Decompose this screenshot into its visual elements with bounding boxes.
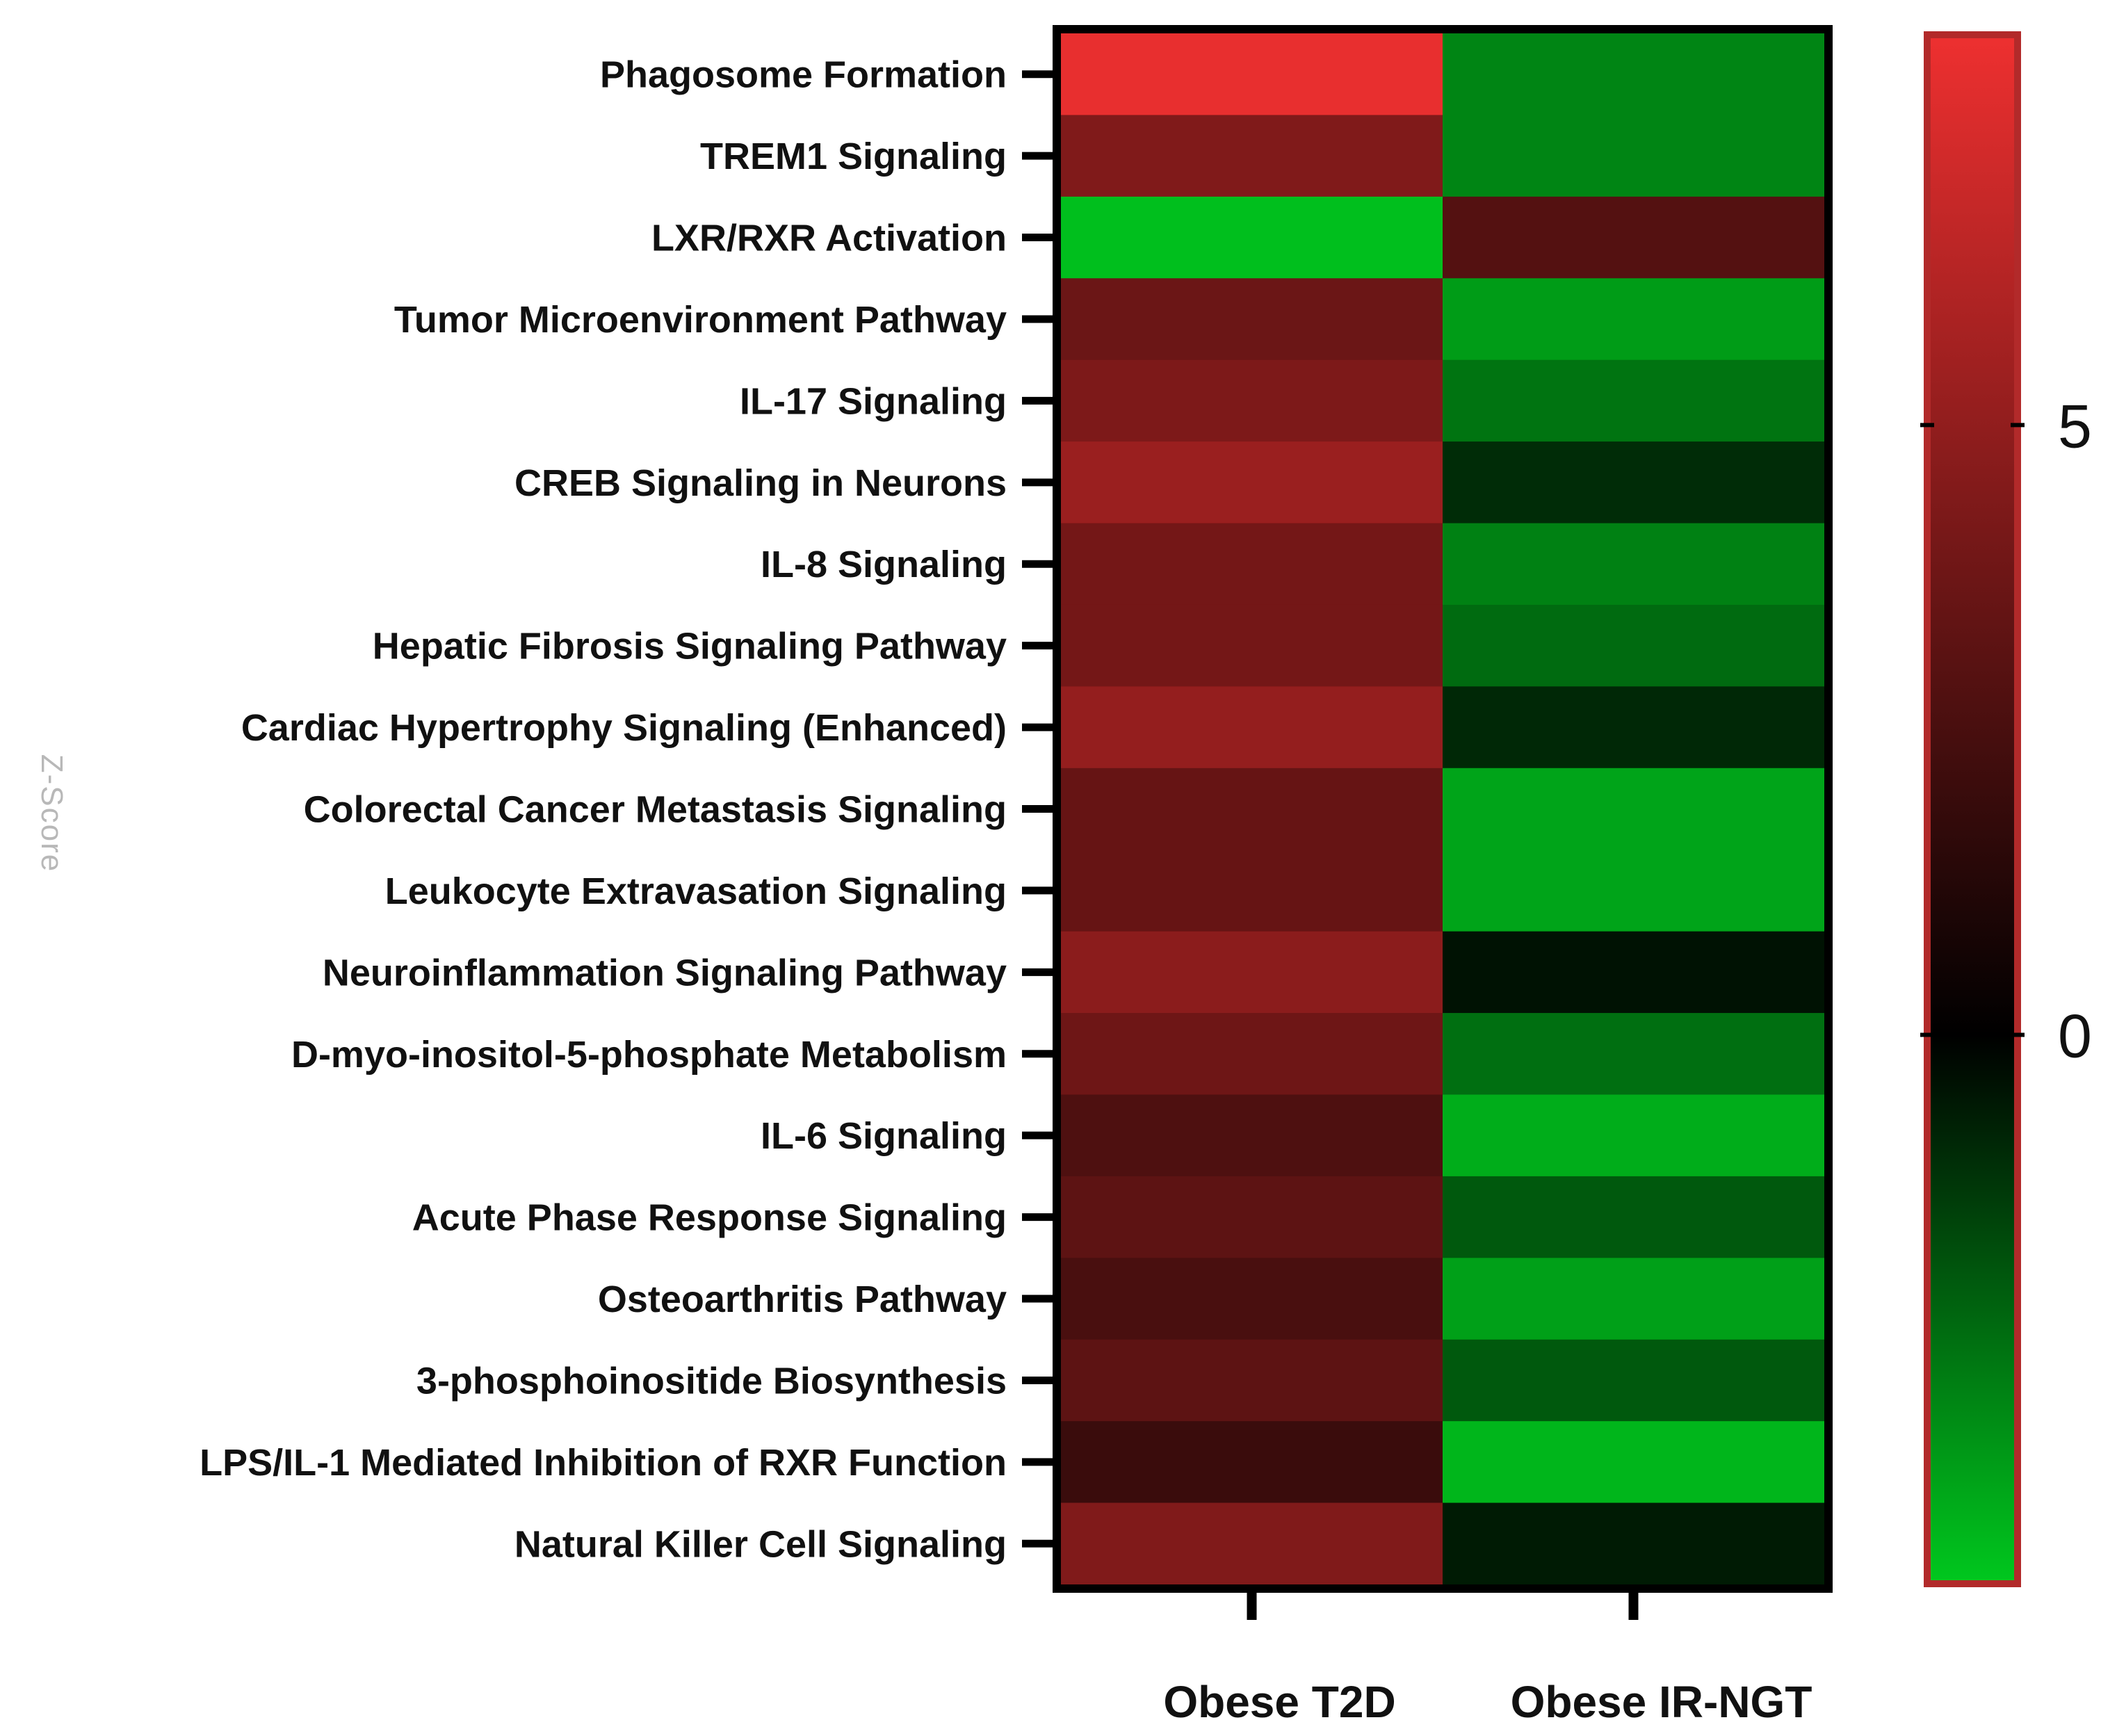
heatmap-cell [1443, 604, 1825, 687]
plot-frame [1053, 25, 1833, 1593]
row-label: Osteoarthritis Pathway [598, 1279, 1007, 1320]
heatmap-cell [1443, 1176, 1825, 1258]
column-label: Obese T2D [1163, 1677, 1395, 1727]
row-label: IL-8 Signaling [761, 544, 1007, 585]
heatmap-cell [1443, 196, 1825, 279]
heatmap-cell [1061, 850, 1443, 932]
heatmap-cell [1061, 1176, 1443, 1258]
heatmap-cell [1443, 1421, 1825, 1504]
heatmap-cell [1443, 686, 1825, 769]
colorbar-axis-label: Z-Score [35, 754, 69, 873]
heatmap-cells [1061, 33, 1825, 1585]
row-label: CREB Signaling in Neurons [514, 462, 1007, 504]
heatmap-cell [1061, 686, 1443, 769]
row-label: D-myo-inositol-5-phosphate Metabolism [291, 1034, 1007, 1076]
heatmap-cell [1061, 1094, 1443, 1177]
heatmap-cell [1061, 33, 1443, 115]
row-labels: Phagosome Formation TREM1 Signaling LXR/RX… [200, 54, 1007, 1566]
colorbar-gradient [1924, 31, 2021, 1587]
heatmap-cell [1061, 768, 1443, 850]
row-label: Tumor Microenvironment Pathway [394, 299, 1007, 341]
column-label: Obese IR-NGT [1511, 1677, 1812, 1727]
heatmap-cell [1061, 1258, 1443, 1340]
heatmap-cell [1061, 359, 1443, 442]
heatmap-cell [1061, 115, 1443, 197]
heatmap-cell [1061, 278, 1443, 361]
heatmap-cell [1443, 1502, 1825, 1585]
row-label: Natural Killer Cell Signaling [514, 1523, 1007, 1565]
row-label: LXR/RXR Activation [651, 218, 1007, 259]
row-label: Leukocyte Extravasation Signaling [385, 870, 1007, 912]
heatmap-cell [1061, 523, 1443, 606]
heatmap-cell [1443, 850, 1825, 932]
heatmap-cell [1061, 196, 1443, 279]
row-label: Acute Phase Response Signaling [412, 1197, 1007, 1239]
row-label: TREM1 Signaling [700, 136, 1007, 177]
heatmap-cell [1061, 1502, 1443, 1585]
heatmap-cell [1443, 768, 1825, 850]
heatmap-cell [1443, 1258, 1825, 1340]
heatmap-cell [1443, 1094, 1825, 1177]
colorbar: 05 [1920, 31, 2092, 1587]
heatmap-cell [1061, 931, 1443, 1014]
row-label: Hepatic Fibrosis Signaling Pathway [373, 626, 1007, 667]
column-labels: Obese T2D Obese IR-NGT [1163, 1677, 1812, 1727]
row-label: 3-phosphoinositide Biosynthesis [416, 1360, 1007, 1402]
heatmap-cell [1061, 1013, 1443, 1095]
heatmap-cell [1443, 359, 1825, 442]
colorbar-tick-label: 0 [2058, 1002, 2092, 1071]
heatmap-cell [1443, 33, 1825, 115]
heatmap-cell [1061, 1339, 1443, 1422]
row-label: IL-17 Signaling [740, 380, 1007, 422]
colorbar-ticks: 05 [1920, 391, 2092, 1071]
heatmap-cell [1443, 115, 1825, 197]
heatmap-cell [1443, 1013, 1825, 1095]
heatmap-cell [1443, 931, 1825, 1014]
heatmap-cell [1443, 441, 1825, 524]
row-label: Cardiac Hypertrophy Signaling (Enhanced) [241, 707, 1007, 749]
heatmap-cell [1061, 441, 1443, 524]
row-label: Neuroinflammation Signaling Pathway [323, 952, 1007, 993]
row-label: Colorectal Cancer Metastasis Signaling [304, 789, 1007, 831]
row-label: Phagosome Formation [600, 54, 1007, 96]
column-ticks [1247, 1593, 1639, 1620]
heatmap-cell [1443, 1339, 1825, 1422]
colorbar-tick-label: 5 [2058, 391, 2092, 460]
row-label: LPS/IL-1 Mediated Inhibition of RXR Func… [200, 1442, 1007, 1484]
row-ticks [1022, 70, 1053, 1548]
heatmap-cell [1443, 523, 1825, 606]
heatmap-cell [1443, 278, 1825, 361]
row-label: IL-6 Signaling [761, 1115, 1007, 1157]
heatmap-cell [1061, 604, 1443, 687]
heatmap-cell [1061, 1421, 1443, 1504]
